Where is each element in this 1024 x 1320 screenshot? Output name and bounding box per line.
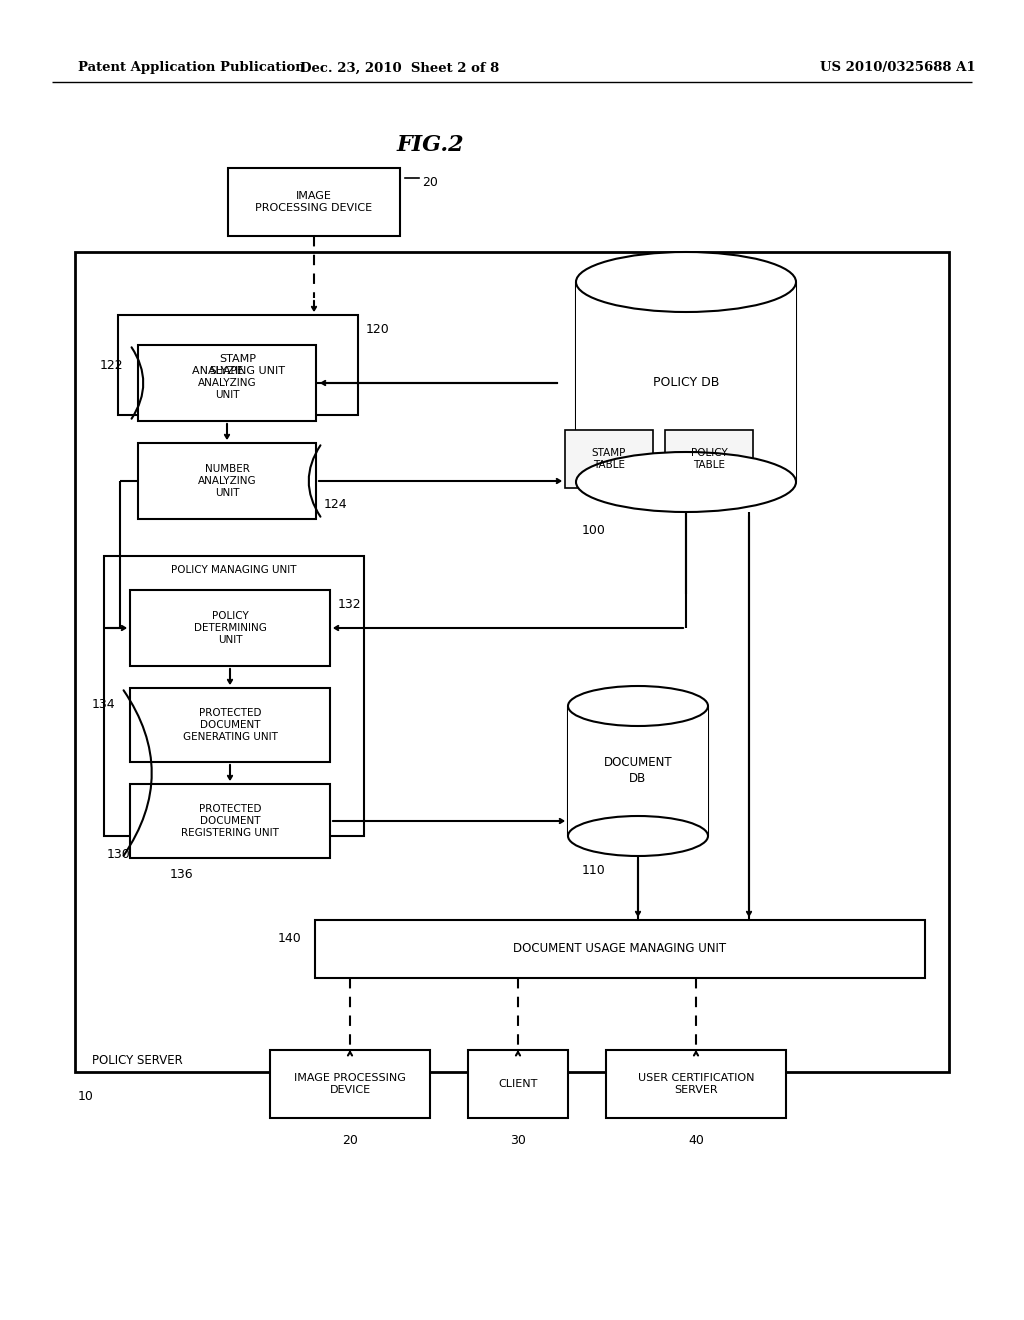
Bar: [228, 168, 400, 236]
Bar: [138, 345, 316, 421]
Text: US 2010/0325688 A1: US 2010/0325688 A1: [820, 62, 976, 74]
Text: 130: 130: [106, 847, 131, 861]
Text: 100: 100: [582, 524, 606, 537]
Ellipse shape: [568, 816, 708, 855]
Text: PROTECTED
DOCUMENT
GENERATING UNIT: PROTECTED DOCUMENT GENERATING UNIT: [182, 708, 278, 742]
Text: DOCUMENT
DB: DOCUMENT DB: [604, 756, 673, 785]
Bar: [665, 430, 753, 488]
Text: 140: 140: [278, 932, 301, 945]
Text: 40: 40: [688, 1134, 703, 1147]
Text: Dec. 23, 2010  Sheet 2 of 8: Dec. 23, 2010 Sheet 2 of 8: [300, 62, 500, 74]
Text: 134: 134: [92, 698, 116, 711]
Bar: [104, 556, 364, 836]
Bar: [138, 444, 316, 519]
Text: PROTECTED
DOCUMENT
REGISTERING UNIT: PROTECTED DOCUMENT REGISTERING UNIT: [181, 804, 279, 838]
Bar: [118, 315, 358, 414]
Bar: [75, 252, 949, 1072]
Text: CLIENT: CLIENT: [499, 1078, 538, 1089]
Text: SHAPE
ANALYZING
UNIT: SHAPE ANALYZING UNIT: [198, 366, 256, 400]
Bar: [270, 1049, 430, 1118]
Ellipse shape: [575, 451, 796, 512]
Text: DOCUMENT USAGE MANAGING UNIT: DOCUMENT USAGE MANAGING UNIT: [513, 942, 727, 956]
Text: STAMP
ANALYZING UNIT: STAMP ANALYZING UNIT: [191, 354, 285, 376]
Text: Patent Application Publication: Patent Application Publication: [78, 62, 305, 74]
Bar: [568, 706, 708, 836]
Text: STAMP
TABLE: STAMP TABLE: [592, 447, 627, 470]
Bar: [130, 688, 330, 762]
Bar: [130, 784, 330, 858]
Bar: [315, 920, 925, 978]
Text: FIG.2: FIG.2: [396, 135, 464, 156]
Text: NUMBER
ANALYZING
UNIT: NUMBER ANALYZING UNIT: [198, 463, 256, 499]
Text: IMAGE
PROCESSING DEVICE: IMAGE PROCESSING DEVICE: [255, 191, 373, 214]
Text: 136: 136: [170, 869, 194, 880]
Text: 10: 10: [78, 1090, 94, 1104]
Text: 30: 30: [510, 1134, 526, 1147]
Ellipse shape: [568, 686, 708, 726]
Text: 120: 120: [366, 323, 390, 337]
Bar: [575, 282, 796, 482]
Text: POLICY MANAGING UNIT: POLICY MANAGING UNIT: [171, 565, 297, 576]
Text: 20: 20: [342, 1134, 358, 1147]
Bar: [130, 590, 330, 667]
Text: POLICY SERVER: POLICY SERVER: [91, 1053, 182, 1067]
Bar: [468, 1049, 568, 1118]
Text: POLICY
DETERMINING
UNIT: POLICY DETERMINING UNIT: [194, 611, 266, 645]
Text: 122: 122: [100, 359, 124, 372]
Text: IMAGE PROCESSING
DEVICE: IMAGE PROCESSING DEVICE: [294, 1073, 406, 1096]
Text: POLICY
TABLE: POLICY TABLE: [690, 447, 727, 470]
Text: 132: 132: [338, 598, 361, 611]
Text: USER CERTIFICATION
SERVER: USER CERTIFICATION SERVER: [638, 1073, 755, 1096]
Text: 20: 20: [422, 176, 438, 189]
Ellipse shape: [575, 252, 796, 312]
Bar: [565, 430, 653, 488]
Bar: [606, 1049, 786, 1118]
Text: 124: 124: [324, 498, 347, 511]
Text: POLICY DB: POLICY DB: [653, 375, 719, 388]
Text: 110: 110: [582, 865, 606, 876]
